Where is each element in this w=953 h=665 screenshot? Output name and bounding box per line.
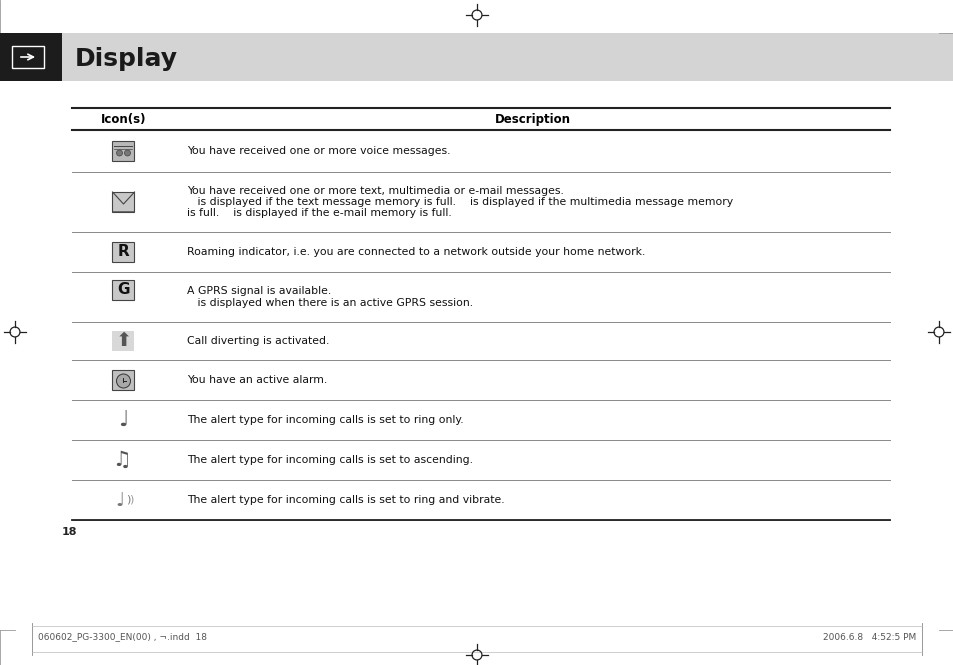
Bar	[112, 141, 134, 161]
Text: ♩: ♩	[118, 410, 129, 430]
Text: is displayed when there is an active GPRS session.: is displayed when there is an active GPR…	[187, 298, 473, 308]
Text: Description: Description	[494, 112, 570, 126]
Text: Roaming indicator, i.e. you are connected to a network outside your home network: Roaming indicator, i.e. you are connecte…	[187, 247, 644, 257]
Text: A GPRS signal is available.: A GPRS signal is available.	[187, 286, 331, 296]
Circle shape	[116, 374, 131, 388]
Bar	[0, 33, 953, 81]
Bar	[112, 192, 134, 212]
Text: Icon(s): Icon(s)	[101, 112, 146, 126]
Text: ⬆: ⬆	[115, 331, 132, 350]
Text: You have an active alarm.: You have an active alarm.	[187, 375, 327, 385]
Text: The alert type for incoming calls is set to ascending.: The alert type for incoming calls is set…	[187, 455, 473, 465]
Text: R: R	[117, 245, 130, 259]
Bar	[0, 33, 62, 81]
Text: ): )	[130, 495, 133, 505]
Text: 060602_PG-3300_EN(00) , ¬.indd  18: 060602_PG-3300_EN(00) , ¬.indd 18	[38, 632, 207, 642]
Text: Call diverting is activated.: Call diverting is activated.	[187, 336, 329, 346]
Text: 18: 18	[62, 527, 77, 537]
Bar	[112, 331, 134, 351]
Text: 2006.6.8   4:52:5 PM: 2006.6.8 4:52:5 PM	[821, 632, 915, 642]
Text: ♫: ♫	[112, 450, 131, 470]
Bar	[112, 242, 134, 262]
Bar	[12, 46, 44, 68]
Text: You have received one or more voice messages.: You have received one or more voice mess…	[187, 146, 450, 156]
Text: The alert type for incoming calls is set to ring and vibrate.: The alert type for incoming calls is set…	[187, 495, 504, 505]
Text: is full.    is displayed if the e-mail memory is full.: is full. is displayed if the e-mail memo…	[187, 209, 452, 219]
Text: The alert type for incoming calls is set to ring only.: The alert type for incoming calls is set…	[187, 415, 463, 425]
Text: You have received one or more text, multimedia or e-mail messages.: You have received one or more text, mult…	[187, 186, 563, 196]
Bar	[112, 370, 134, 390]
Circle shape	[125, 150, 131, 156]
Text: G: G	[117, 282, 130, 297]
Text: Display: Display	[75, 47, 178, 71]
Text: ♩: ♩	[115, 491, 125, 509]
Circle shape	[116, 150, 122, 156]
Text: ): )	[126, 495, 131, 505]
Text: is displayed if the text message memory is full.    is displayed if the multimed: is displayed if the text message memory …	[187, 197, 732, 207]
Bar	[112, 279, 134, 299]
